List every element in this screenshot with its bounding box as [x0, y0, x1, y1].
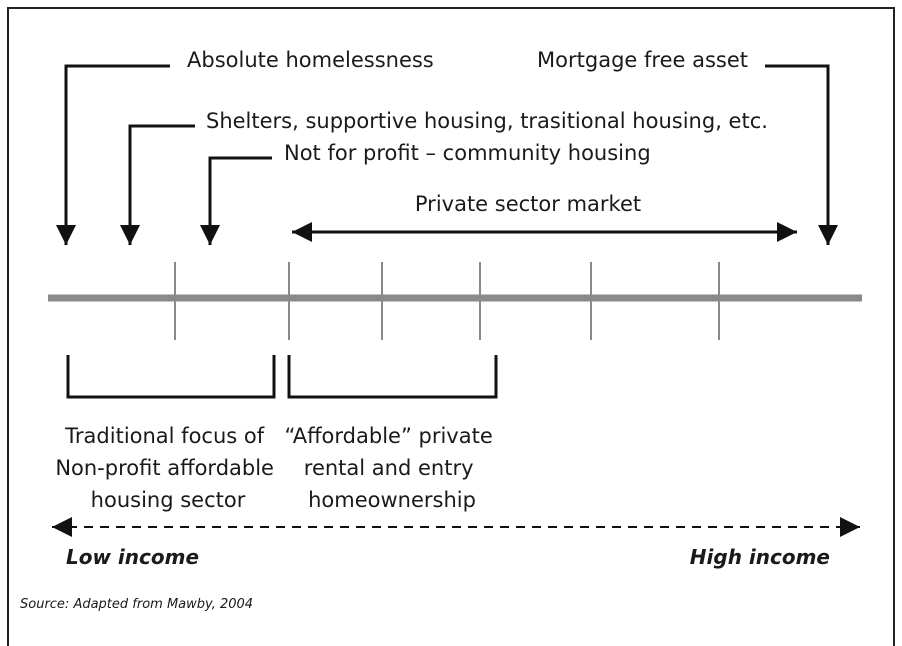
arrow — [56, 64, 170, 245]
arrow — [120, 124, 195, 245]
label-line: homeownership — [308, 488, 476, 512]
label-line: Non-profit affordable — [55, 456, 274, 480]
income-label: Low income — [66, 545, 199, 569]
label-line: rental and entry — [304, 456, 474, 480]
annotation: Shelters, supportive housing, trasitiona… — [206, 109, 768, 133]
bracket-label: “Affordable” private rental and entry ho… — [285, 424, 500, 512]
label-line: Traditional focus of — [64, 424, 265, 448]
annotation: Absolute homelessness — [187, 48, 434, 72]
annotation: Not for profit – community housing — [284, 141, 651, 165]
annotation: Mortgage free asset — [537, 48, 748, 72]
label-line: “Affordable” private — [285, 424, 493, 448]
label-line: housing sector — [91, 488, 246, 512]
frame — [7, 7, 895, 646]
source: Source: Adapted from Mawby, 2004 — [20, 597, 253, 612]
arrow — [765, 64, 838, 245]
income-label: High income — [690, 545, 830, 569]
bracket-label: Traditional focus of Non-profit affordab… — [55, 424, 280, 512]
arrow — [200, 156, 272, 245]
bracket — [287, 355, 498, 399]
bracket — [66, 355, 276, 399]
annotation: Private sector market — [415, 192, 641, 216]
